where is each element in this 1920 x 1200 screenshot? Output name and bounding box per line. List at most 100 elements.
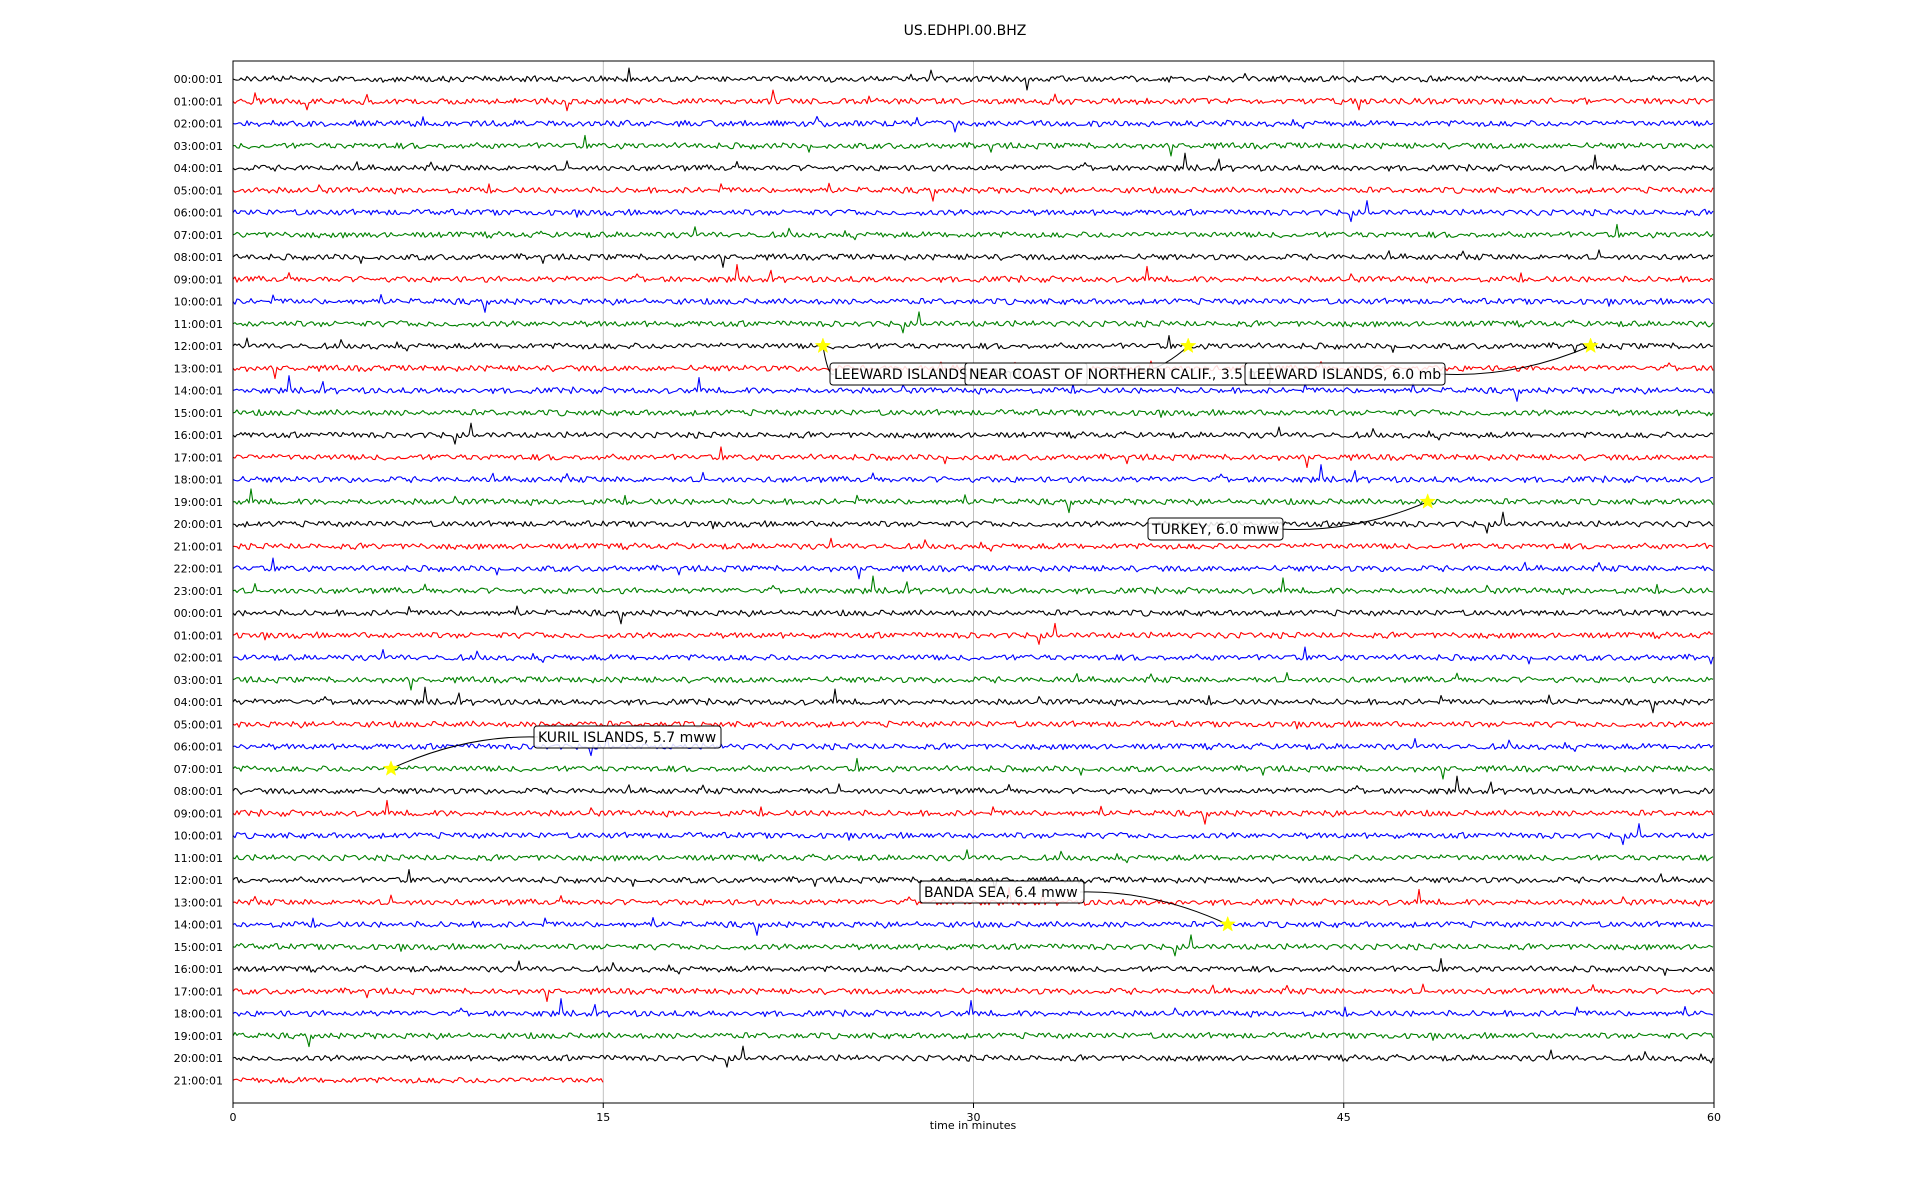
- seismic-trace: [232, 823, 1714, 846]
- annotation-leader-line: [1440, 345, 1591, 375]
- seismic-trace: [232, 293, 1714, 313]
- row-time-label: 01:00:01: [174, 629, 223, 642]
- seismic-trace: [232, 488, 1714, 514]
- row-time-label: 11:00:01: [174, 318, 223, 331]
- x-tick-label: 30: [967, 1111, 981, 1124]
- event-label-box: [533, 725, 722, 749]
- row-time-label: 00:00:01: [174, 607, 223, 620]
- row-time-label: 15:00:01: [174, 941, 223, 954]
- trace-layer: [232, 67, 1714, 1084]
- event-label-text: LEEWARD ISLANDS, 6.0 mb: [1249, 367, 1441, 383]
- seismic-trace: [232, 757, 1714, 780]
- row-time-label: 12:00:01: [174, 340, 223, 353]
- seismic-trace: [232, 775, 1714, 795]
- event-star-marker: [382, 760, 400, 776]
- seismic-trace: [232, 115, 1714, 133]
- row-labels: 00:00:01 01:00:01 02:00:01 03:00:01 04:00:01…: [174, 73, 223, 1087]
- seismic-trace: [232, 1076, 604, 1084]
- event-label-text: TURKEY, 6.0 mww: [1151, 522, 1279, 538]
- seismic-trace: [232, 249, 1714, 268]
- annotation-leader-line: [1079, 891, 1228, 925]
- row-time-label: 04:00:01: [174, 162, 223, 175]
- event-label-box: [1147, 517, 1284, 541]
- row-time-label: 03:00:01: [174, 674, 223, 687]
- chart-title: US.EDHPI.00.BHZ: [904, 23, 1027, 39]
- seismic-trace: [232, 958, 1714, 976]
- row-time-label: 08:00:01: [174, 251, 223, 264]
- row-time-label: 04:00:01: [174, 696, 223, 709]
- seismic-trace: [232, 263, 1714, 284]
- grid-layer: [602, 61, 1345, 1103]
- row-time-label: 13:00:01: [174, 896, 223, 909]
- seismic-trace: [232, 646, 1714, 665]
- event-annotation: KURIL ISLANDS, 5.7 mww: [382, 725, 722, 776]
- row-time-label: 07:00:01: [174, 229, 223, 242]
- row-time-label: 10:00:01: [174, 830, 223, 843]
- event-star-marker: [1179, 337, 1197, 354]
- row-time-label: 06:00:01: [174, 741, 223, 754]
- row-time-label: 14:00:01: [174, 919, 223, 932]
- seismic-trace: [232, 537, 1714, 552]
- row-time-label: 16:00:01: [174, 963, 223, 976]
- row-time-label: 23:00:01: [174, 585, 223, 598]
- seismic-trace: [232, 998, 1714, 1018]
- seismic-trace: [232, 1045, 1714, 1068]
- row-time-label: 11:00:01: [174, 852, 223, 865]
- row-time-label: 14:00:01: [174, 385, 223, 398]
- row-time-label: 12:00:01: [174, 874, 223, 887]
- seismic-trace: [232, 605, 1714, 625]
- event-label-text: BANDA SEA, 6.4 mww: [924, 885, 1078, 901]
- row-time-label: 10:00:01: [174, 296, 223, 309]
- seismic-trace: [232, 446, 1714, 469]
- x-tick-label: 60: [1707, 1111, 1721, 1124]
- row-time-label: 21:00:01: [174, 1074, 223, 1087]
- seismic-trace: [232, 720, 1714, 730]
- event-annotation: LEEWARD ISLANDS, 6.0 mb: [1244, 337, 1599, 386]
- event-annotation: TURKEY, 6.0 mww: [1147, 493, 1436, 541]
- row-time-label: 05:00:01: [174, 184, 223, 197]
- event-annotation: NEAR COAST OF NORTHERN CALIF., 3.5 ml: [964, 337, 1271, 386]
- seismic-trace: [232, 849, 1714, 864]
- row-time-label: 09:00:01: [174, 807, 223, 820]
- seismic-trace: [232, 408, 1714, 418]
- event-star-marker: [1219, 915, 1236, 932]
- row-time-label: 21:00:01: [174, 540, 223, 553]
- annotation-leader-line: [390, 736, 539, 770]
- row-time-label: 03:00:01: [174, 140, 223, 153]
- event-label-box: [1244, 362, 1446, 386]
- row-time-label: 05:00:01: [174, 718, 223, 731]
- row-time-label: 13:00:01: [174, 362, 223, 375]
- seismic-trace: [232, 734, 1714, 757]
- row-time-label: 18:00:01: [174, 474, 223, 487]
- seismic-trace: [232, 152, 1714, 172]
- seismic-trace: [232, 89, 1714, 112]
- seismic-trace: [232, 686, 1714, 714]
- event-star-marker: [814, 337, 832, 354]
- seismic-trace: [232, 557, 1714, 580]
- row-time-label: 18:00:01: [174, 1008, 223, 1021]
- annotation-leader-line: [1278, 501, 1428, 530]
- seismic-trace: [232, 575, 1714, 596]
- row-time-label: 06:00:01: [174, 207, 223, 220]
- row-time-label: 20:00:01: [174, 1052, 223, 1065]
- row-time-label: 02:00:01: [174, 652, 223, 665]
- seismic-trace: [232, 67, 1714, 91]
- seismic-trace: [232, 799, 1714, 825]
- row-time-label: 08:00:01: [174, 785, 223, 798]
- seismic-trace: [232, 422, 1714, 445]
- seismic-trace: [232, 375, 1714, 402]
- row-time-label: 07:00:01: [174, 763, 223, 776]
- row-time-label: 17:00:01: [174, 985, 223, 998]
- x-tick-label: 45: [1337, 1111, 1351, 1124]
- row-time-label: 09:00:01: [174, 273, 223, 286]
- row-time-label: 02:00:01: [174, 118, 223, 131]
- x-tick-label: 15: [596, 1111, 610, 1124]
- seismic-trace: [232, 311, 1714, 334]
- event-label-box: [919, 880, 1085, 904]
- row-time-label: 20:00:01: [174, 518, 223, 531]
- seismic-trace: [232, 464, 1714, 484]
- seismic-trace: [232, 1031, 1714, 1048]
- row-time-label: 22:00:01: [174, 563, 223, 576]
- seismic-trace: [232, 622, 1714, 645]
